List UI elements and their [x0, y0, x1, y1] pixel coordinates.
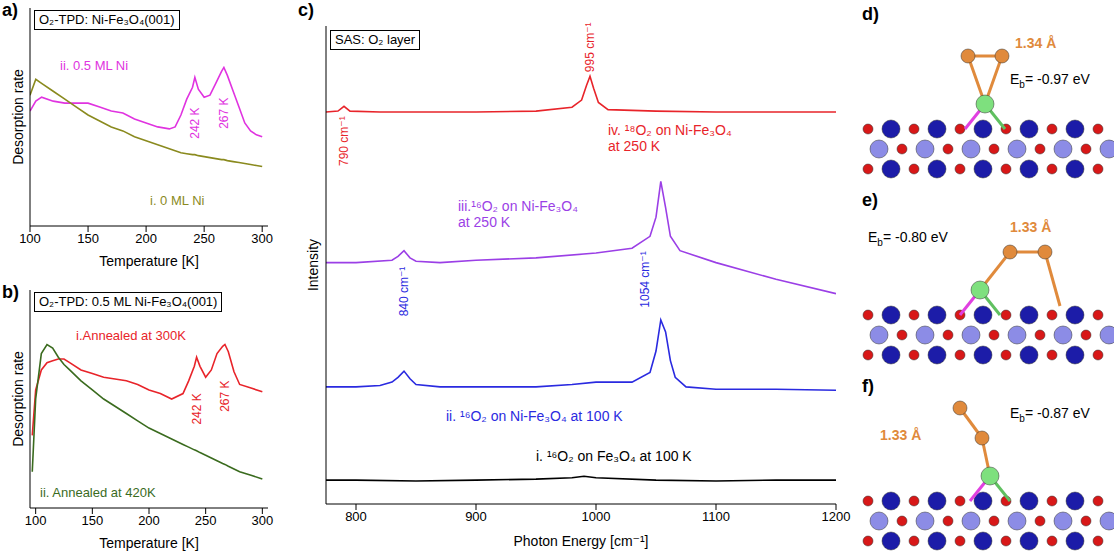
- html-text:i. 0 ML Ni: i. 0 ML Ni: [150, 193, 205, 208]
- html-text:f): f): [862, 376, 874, 396]
- svg-text:250: 250: [193, 231, 215, 246]
- html-text:ii. 0.5 ML Ni: ii. 0.5 ML Ni: [60, 58, 129, 73]
- svg-text:1200: 1200: [822, 509, 851, 524]
- html-text:a): a): [2, 0, 18, 20]
- svg-text:1100: 1100: [702, 509, 730, 524]
- html-text:SAS: O₂ layer: SAS: O₂ layer: [335, 32, 416, 47]
- svg-text:267 K: 267 K: [218, 381, 232, 412]
- html-text:O₂-TPD: 0.5 ML Ni-Fe₃O₄(001): O₂-TPD: 0.5 ML Ni-Fe₃O₄(001): [39, 294, 218, 309]
- svg-text:Intensity: Intensity: [305, 239, 321, 291]
- svg-text:995 cm⁻¹: 995 cm⁻¹: [583, 23, 597, 73]
- svg-text:1000: 1000: [582, 509, 611, 524]
- svg-text:200: 200: [135, 231, 157, 246]
- svg-text:100: 100: [19, 231, 41, 246]
- html-text:i. ¹⁶O₂ on Fe₃O₄ at 100 K: i. ¹⁶O₂ on Fe₃O₄ at 100 K: [536, 448, 692, 464]
- html-text:d): d): [862, 4, 879, 24]
- svg-text:1054 cm⁻¹: 1054 cm⁻¹: [638, 251, 652, 307]
- svg-text:1.33 Å: 1.33 Å: [880, 427, 921, 443]
- svg-text:Photon Energy [cm⁻¹]: Photon Energy [cm⁻¹]: [513, 533, 648, 549]
- svg-text:1.34 Å: 1.34 Å: [1015, 35, 1056, 51]
- html-text:ii. Annealed at 420K: ii. Annealed at 420K: [40, 485, 156, 500]
- html-text:at 250 K: at 250 K: [608, 138, 661, 154]
- html-text:c): c): [298, 0, 314, 20]
- svg-text:200: 200: [138, 513, 160, 528]
- svg-text:267 K: 267 K: [217, 97, 231, 128]
- svg-text:150: 150: [81, 513, 103, 528]
- html-text:iii.¹⁶O₂ on Ni-Fe₃O₄: iii.¹⁶O₂ on Ni-Fe₃O₄: [458, 198, 578, 214]
- svg-text:Temperature [K]: Temperature [K]: [99, 535, 199, 551]
- html-text:at 250 K: at 250 K: [458, 214, 511, 230]
- svg-text:250: 250: [195, 513, 217, 528]
- svg-text:900: 900: [465, 509, 487, 524]
- svg-text:Eb= -0.87 eV: Eb= -0.87 eV: [1010, 405, 1091, 424]
- svg-text:Desorption rate: Desorption rate: [10, 69, 26, 165]
- svg-text:Temperature [K]: Temperature [K]: [99, 253, 199, 269]
- html-text:O₂-TPD: Ni-Fe₃O₄(001): O₂-TPD: Ni-Fe₃O₄(001): [39, 12, 175, 27]
- svg-text:Eb= -0.80 eV: Eb= -0.80 eV: [868, 229, 949, 248]
- svg-text:Desorption rate: Desorption rate: [10, 351, 26, 447]
- html-text:ii. ¹⁶O₂ on Ni-Fe₃O₄ at 100 K: ii. ¹⁶O₂ on Ni-Fe₃O₄ at 100 K: [446, 408, 623, 424]
- svg-text:790 cm⁻¹: 790 cm⁻¹: [337, 116, 351, 166]
- svg-text:800: 800: [345, 509, 367, 524]
- svg-text:242 K: 242 K: [190, 393, 204, 424]
- html-text:iv. ¹⁸O₂ on Ni-Fe₃O₄: iv. ¹⁸O₂ on Ni-Fe₃O₄: [608, 122, 732, 138]
- svg-text:1.33 Å: 1.33 Å: [1010, 219, 1051, 235]
- svg-text:100: 100: [25, 513, 47, 528]
- svg-text:300: 300: [251, 231, 273, 246]
- svg-text:300: 300: [251, 513, 273, 528]
- html-text:i.Annealed at 300K: i.Annealed at 300K: [76, 328, 186, 343]
- svg-text:150: 150: [77, 231, 99, 246]
- svg-text:242 K: 242 K: [188, 107, 202, 138]
- html-text:e): e): [862, 190, 878, 210]
- html-text:b): b): [2, 282, 19, 302]
- svg-text:840 cm⁻¹: 840 cm⁻¹: [397, 267, 411, 317]
- svg-text:Eb= -0.97 eV: Eb= -0.97 eV: [1010, 71, 1091, 90]
